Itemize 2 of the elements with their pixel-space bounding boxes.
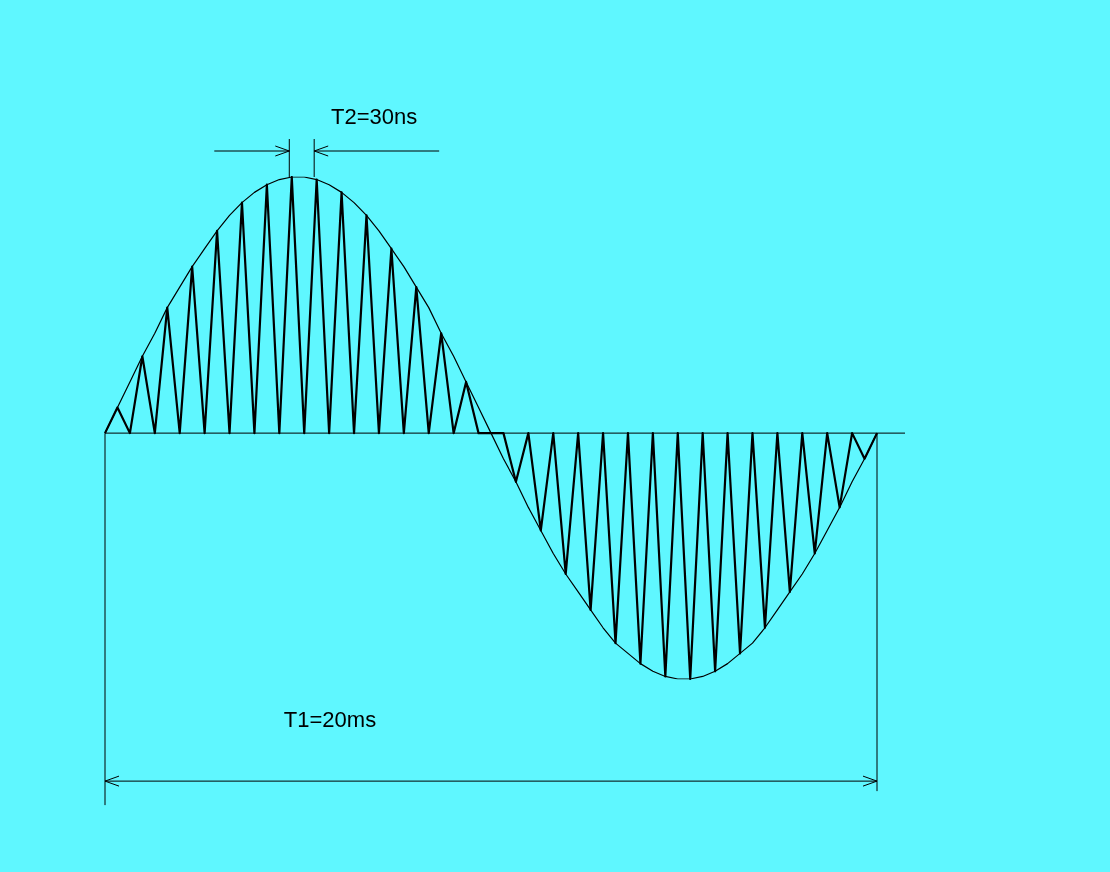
text: T2=30ns: [331, 104, 418, 130]
text: T1=20ms: [283, 707, 377, 733]
